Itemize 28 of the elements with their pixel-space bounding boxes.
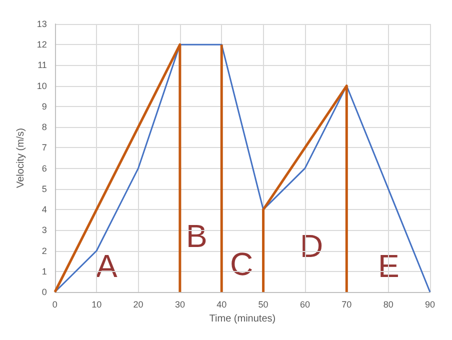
y-tick-label: 9 [42, 101, 47, 112]
y-tick-label: 3 [42, 225, 47, 236]
y-tick-label: 6 [42, 163, 47, 174]
x-tick-label: 70 [342, 300, 352, 310]
x-tick-label: 80 [383, 300, 394, 310]
y-tick-label: 13 [36, 19, 47, 29]
x-tick-label: 0 [52, 300, 58, 310]
x-tick-label: 60 [300, 300, 310, 310]
annotation: A [96, 248, 118, 284]
x-tick-label: 40 [216, 300, 227, 310]
y-tick-label: 1 [42, 266, 47, 276]
y-tick-label: 5 [42, 184, 47, 194]
y-tick-label: 12 [36, 40, 47, 50]
x-tick-label: 10 [92, 300, 102, 310]
x-tick-label: 90 [424, 300, 436, 310]
x-tick-label: 20 [133, 300, 144, 310]
y-tick-label: 2 [42, 246, 47, 256]
y-tick-label: 0 [42, 287, 47, 297]
y-tick-label: 11 [38, 60, 47, 70]
x-tick-label: 30 [174, 300, 185, 310]
y-axis-title: Velocity (m/s) [16, 128, 26, 188]
x-tick-label: 50 [258, 300, 268, 310]
x-axis-title: Time (minutes) [209, 313, 276, 324]
y-tick-label: 10 [36, 80, 47, 91]
y-tick-label: 4 [42, 204, 47, 215]
y-tick-label: 8 [42, 122, 47, 132]
annotation: B [186, 218, 208, 254]
y-tick-label: 7 [42, 142, 47, 153]
